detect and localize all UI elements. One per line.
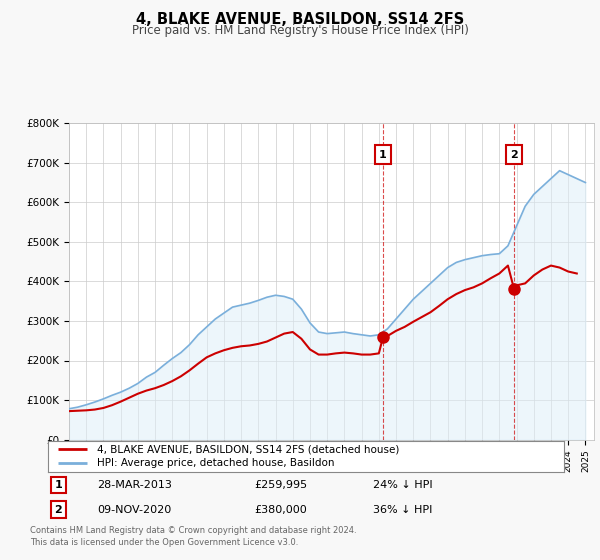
Text: 2: 2 bbox=[510, 150, 518, 160]
Text: 09-NOV-2020: 09-NOV-2020 bbox=[97, 505, 171, 515]
Text: 28-MAR-2013: 28-MAR-2013 bbox=[97, 480, 172, 490]
Text: 1: 1 bbox=[55, 480, 62, 490]
Text: Contains HM Land Registry data © Crown copyright and database right 2024.
This d: Contains HM Land Registry data © Crown c… bbox=[30, 526, 356, 547]
Text: 2: 2 bbox=[55, 505, 62, 515]
Text: 4, BLAKE AVENUE, BASILDON, SS14 2FS (detached house): 4, BLAKE AVENUE, BASILDON, SS14 2FS (det… bbox=[97, 444, 400, 454]
Text: £259,995: £259,995 bbox=[254, 480, 308, 490]
Text: £380,000: £380,000 bbox=[254, 505, 307, 515]
Text: 1: 1 bbox=[379, 150, 387, 160]
Text: 24% ↓ HPI: 24% ↓ HPI bbox=[373, 480, 433, 490]
Text: 4, BLAKE AVENUE, BASILDON, SS14 2FS: 4, BLAKE AVENUE, BASILDON, SS14 2FS bbox=[136, 12, 464, 27]
Text: Price paid vs. HM Land Registry's House Price Index (HPI): Price paid vs. HM Land Registry's House … bbox=[131, 24, 469, 37]
Text: 36% ↓ HPI: 36% ↓ HPI bbox=[373, 505, 433, 515]
Text: HPI: Average price, detached house, Basildon: HPI: Average price, detached house, Basi… bbox=[97, 458, 335, 468]
